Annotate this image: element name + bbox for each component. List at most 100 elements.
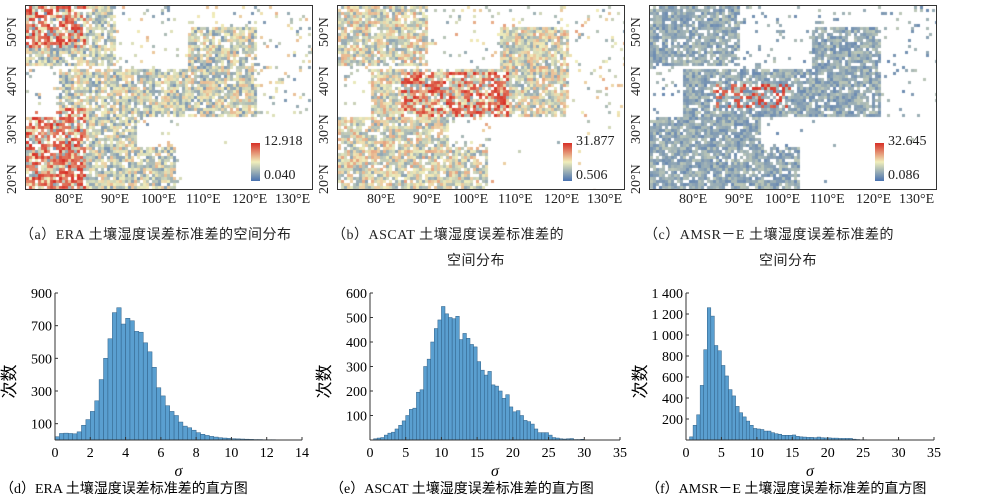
histogram-bar [784,435,789,441]
histogram-bar [473,346,478,441]
y-axis-label: 次数 [0,365,19,399]
y-tick-label: 1 400 [652,287,684,302]
y-tick-label: 300 [346,361,367,376]
histogram-bar [707,307,712,441]
histogram-bar [107,338,113,441]
histogram-bar [770,432,775,441]
colorbar-max: 12.918 [264,134,303,149]
colorbar [251,143,260,181]
lon-label: 80°E [679,192,708,207]
lon-label: 110°E [810,192,845,207]
colorbar-min: 0.040 [264,168,296,183]
lat-label: 30°N [317,114,332,144]
x-tick-label: 4 [122,446,129,461]
lat-label: 40°N [5,66,20,96]
lon-label: 130°E [275,192,311,207]
x-tick-label: 5 [718,446,725,461]
lon-label: 100°E [765,192,801,207]
x-tick-label: 20 [821,446,835,461]
histogram-bar [710,315,715,441]
x-tick-label: 15 [470,446,484,461]
caption-line2: 空间分布 [447,254,505,269]
lon-label: 110°E [498,192,533,207]
histogram-bar [523,420,528,441]
map-frame: 32.645 0.086 [649,5,937,190]
histogram-bar [147,351,153,441]
histogram-bar [738,412,743,441]
y-tick-label: 500 [346,312,367,327]
histogram-bar [182,425,188,441]
x-axis-label: σ [175,463,184,480]
histogram-bar [717,350,722,441]
histogram-bar [459,339,464,441]
histogram-bar [441,306,446,441]
histogram-bar [423,366,428,441]
lon-label: 90°E [413,192,442,207]
y-tick-label: 1 000 [652,329,684,344]
histogram-bar [498,390,503,441]
histogram-bar [451,318,456,441]
colorbar [875,143,884,181]
histogram-bar [714,345,719,441]
histogram-bar [480,369,485,441]
lon-label: 110°E [186,192,221,207]
caption-line2: 空间分布 [759,254,817,269]
histogram-bar [774,433,779,441]
y-tick-label: 1 200 [652,308,684,323]
histogram-bar [391,431,396,441]
colorbar [563,143,572,181]
histogram-bar [466,338,471,441]
histogram-bar [394,428,399,441]
histogram-bar [103,358,109,441]
caption: （b）ASCAT 土壤湿度误差标准差的 [332,228,565,243]
caption: （a）ERA 土壤湿度误差标准差的空间分布 [20,228,292,243]
histogram-bar [476,361,481,441]
histogram-bar [781,435,786,441]
y-tick-label: 400 [662,392,683,407]
histogram-bar [516,410,521,441]
histogram-bar [469,344,474,441]
histogram-bar [444,313,449,441]
y-axis-label: 次数 [315,365,334,399]
colorbar-max: 31.877 [576,134,615,149]
x-tick-label: 6 [157,446,164,461]
x-tick-label: 20 [506,446,520,461]
lon-label: 130°E [899,192,935,207]
histogram-bar [134,331,140,441]
y-tick-label: 600 [346,287,367,302]
caption: （c）AMSR－E 土壤湿度误差标准差的 [644,228,894,243]
histogram-bar [526,421,531,441]
histogram-bar [548,434,553,441]
histogram-bar [72,433,78,441]
lat-label: 50°N [5,17,20,47]
histogram-bar [544,432,549,441]
histogram-bar [120,323,126,441]
histogram-bar [387,432,392,441]
lat-label: 40°N [317,66,332,96]
histogram-bar [419,389,424,441]
map-raster [338,6,624,189]
x-tick-label: 35 [927,446,941,461]
histogram-bar [204,435,210,441]
histogram-bar [487,371,492,441]
histogram-bar [745,420,751,441]
y-tick-label: 500 [31,352,52,367]
histogram-bar [384,434,389,441]
caption: （d）ERA 土壤湿度误差标准差的直方图 [0,480,248,497]
histogram-bar [398,425,403,441]
x-axis-label: σ [491,463,500,480]
x-tick-label: 35 [613,446,627,461]
histogram-bar [530,423,535,441]
x-axis-label: σ [806,463,815,480]
histogram-bar [138,331,144,441]
colorbar-min: 0.086 [888,168,920,183]
histogram-bar [448,317,453,441]
lon-label: 120°E [544,192,580,207]
x-tick-label: 30 [577,446,591,461]
x-tick-label: 25 [856,446,870,461]
histogram-bar [760,429,765,441]
histogram-bar [501,398,506,441]
histogram-bar [749,425,754,441]
histogram-bar [692,425,697,441]
